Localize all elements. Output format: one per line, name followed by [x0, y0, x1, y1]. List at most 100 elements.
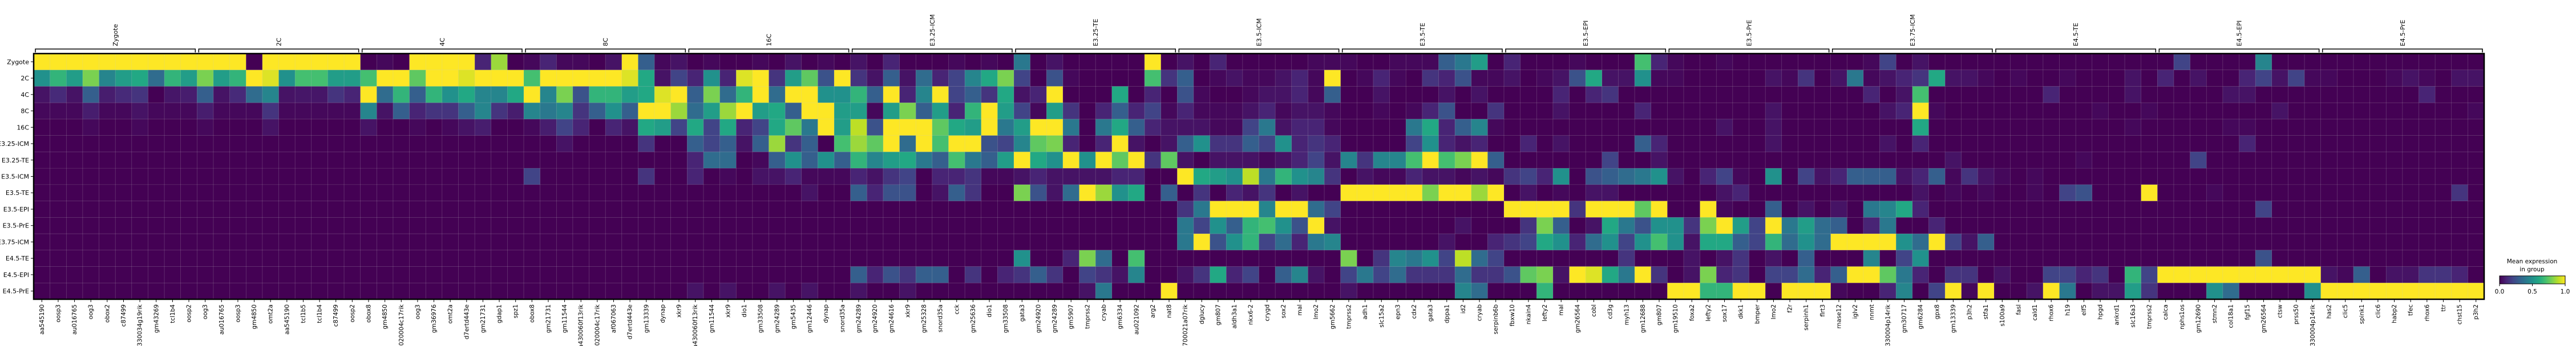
heatmap-cell: [393, 234, 410, 251]
heatmap-cell: [1635, 250, 1652, 267]
heatmap-cell: [99, 119, 116, 136]
heatmap-cell: [1683, 54, 1700, 71]
heatmap-cell: [1978, 54, 1995, 71]
heatmap-cell: [2076, 266, 2093, 283]
heatmap-cell: [2386, 70, 2403, 87]
heatmap-cell: [1308, 135, 1325, 152]
heatmap-cell: [1814, 234, 1831, 251]
heatmap-cell: [1177, 135, 1194, 152]
heatmap-cell: [1226, 86, 1243, 103]
heatmap-cell: [867, 217, 884, 234]
heatmap-cell: [1438, 103, 1455, 120]
heatmap-cell: [1259, 184, 1276, 201]
heatmap-cell: [1765, 86, 1782, 103]
heatmap-cell: [295, 234, 312, 251]
heatmap-cell: [2435, 86, 2452, 103]
heatmap-cell: [687, 184, 704, 201]
heatmap-cell: [572, 103, 589, 120]
heatmap-cell: [148, 266, 165, 283]
heatmap-cell: [948, 152, 965, 169]
gene-label: oosp3: [234, 304, 241, 323]
heatmap-cell: [1406, 184, 1423, 201]
heatmap-cell: [409, 201, 426, 218]
heatmap-cell: [360, 103, 377, 120]
heatmap-cell: [1160, 54, 1178, 71]
heatmap-cell: [1177, 250, 1194, 267]
heatmap-cell: [1030, 70, 1047, 87]
heatmap-cell: [932, 103, 949, 120]
heatmap-cell: [1700, 152, 1717, 169]
heatmap-cell: [50, 234, 67, 251]
heatmap-cell: [916, 168, 933, 185]
heatmap-cell: [2173, 168, 2190, 185]
heatmap-cell: [2239, 70, 2256, 87]
heatmap-cell: [1683, 119, 1700, 136]
heatmap-cell: [1193, 266, 1210, 283]
heatmap-cell: [99, 152, 116, 169]
heatmap-cell: [2108, 217, 2125, 234]
heatmap-cell: [2141, 201, 2158, 218]
heatmap-cell: [2369, 152, 2387, 169]
heatmap-cell: [213, 86, 230, 103]
heatmap-cell: [867, 103, 884, 120]
heatmap-cell: [2255, 86, 2272, 103]
heatmap-cell: [883, 119, 900, 136]
heatmap-cell: [1814, 283, 1831, 300]
heatmap-cell: [1275, 103, 1292, 120]
heatmap-cell: [1095, 86, 1113, 103]
heatmap-cell: [1667, 54, 1684, 71]
heatmap-cell: [1651, 135, 1668, 152]
heatmap-cell: [1830, 119, 1847, 136]
heatmap-cell: [311, 234, 328, 251]
heatmap-cell: [2010, 103, 2027, 120]
gene-label: stfa1: [1983, 304, 1989, 319]
heatmap-cell: [82, 54, 99, 71]
heatmap-cell: [638, 135, 655, 152]
heatmap-cell: [1994, 135, 2011, 152]
heatmap-cell: [1062, 184, 1079, 201]
heatmap-cell: [1422, 234, 1439, 251]
heatmap-cell: [1602, 266, 1619, 283]
heatmap-cell: [1145, 54, 1162, 71]
heatmap-cell: [1308, 201, 1325, 218]
heatmap-cell: [1242, 184, 1259, 201]
heatmap-cell: [1145, 168, 1162, 185]
heatmap-cell: [1373, 119, 1390, 136]
heatmap-cell: [1111, 54, 1129, 71]
heatmap-cell: [670, 135, 688, 152]
heatmap-cell: [1455, 70, 1472, 87]
heatmap-cell: [1847, 283, 1864, 300]
heatmap-cell: [605, 54, 622, 71]
group-bracket: [1341, 48, 1503, 52]
heatmap-cell: [1193, 201, 1210, 218]
heatmap-cell: [1798, 250, 1815, 267]
heatmap-cell: [1700, 184, 1717, 201]
heatmap-cell: [2468, 184, 2485, 201]
heatmap-cell: [605, 250, 622, 267]
heatmap-cell: [572, 86, 589, 103]
gene-label: xkr9: [725, 304, 731, 317]
gene-label: clic6: [2375, 304, 2381, 318]
heatmap-cell: [867, 250, 884, 267]
heatmap-cell: [997, 234, 1014, 251]
heatmap-cell: [2255, 168, 2272, 185]
heatmap-cell: [965, 135, 982, 152]
heatmap-cell: [311, 119, 328, 136]
heatmap-cell: [1781, 234, 1798, 251]
heatmap-cell: [1912, 168, 1929, 185]
heatmap-cell: [34, 70, 51, 87]
heatmap-cell: [1863, 70, 1880, 87]
heatmap-cell: [409, 135, 426, 152]
heatmap-cell: [1552, 103, 1570, 120]
heatmap-cell: [1357, 201, 1374, 218]
heatmap-cell: [1978, 103, 1995, 120]
heatmap-cell: [2157, 217, 2174, 234]
heatmap-cell: [344, 201, 361, 218]
heatmap-cell: [1536, 152, 1554, 169]
heatmap-cell: [1406, 217, 1423, 234]
heatmap-cell: [1389, 266, 1406, 283]
heatmap-cell: [1226, 119, 1243, 136]
heatmap-cell: [507, 184, 524, 201]
heatmap-cell: [1308, 103, 1325, 120]
heatmap-cell: [2190, 184, 2207, 201]
